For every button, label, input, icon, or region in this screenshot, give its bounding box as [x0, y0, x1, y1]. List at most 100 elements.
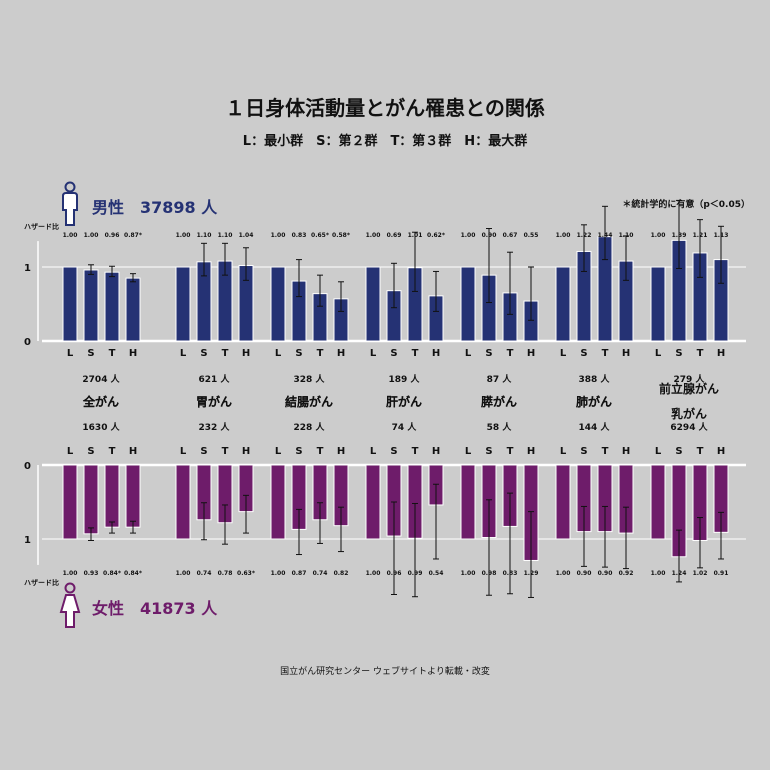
chart-subtitle: L：最小群 S：第２群 T：第３群 H：最大群 — [242, 134, 528, 149]
female-case-count: 74 人 — [392, 421, 418, 433]
female-bar — [125, 464, 141, 528]
female-value-label: 0.83 — [503, 570, 518, 577]
female-category-label: H — [622, 446, 630, 457]
female-value-label: 0.91 — [714, 570, 729, 577]
female-category-label: S — [390, 446, 397, 457]
female-value-label: 0.74 — [313, 570, 328, 577]
male-value-label: 1.01 — [408, 232, 423, 239]
male-value-label: 1.10 — [197, 232, 212, 239]
male-category-label: H — [527, 348, 535, 359]
male-bar — [104, 271, 120, 342]
male-cancer-name: 前立腺がん — [659, 381, 719, 396]
female-category-label: S — [675, 446, 682, 457]
male-category-label: H — [717, 348, 725, 359]
female-value-label: 0.63* — [237, 570, 256, 577]
female-bar — [460, 464, 476, 540]
male-category-label: L — [67, 348, 74, 359]
male-category-label: T — [507, 348, 514, 359]
male-y-axis-title: ハザード比 — [24, 223, 59, 231]
female-cancer-name: 全がん — [82, 394, 119, 409]
female-cancer-name: 肝がん — [386, 394, 422, 409]
female-category-label: H — [242, 446, 250, 457]
female-case-count: 6294 人 — [670, 421, 708, 433]
female-value-label: 1.02 — [693, 570, 708, 577]
female-y-axis-title: ハザード比 — [24, 579, 59, 587]
male-value-label: 1.13 — [714, 232, 729, 239]
female-cancer-name: 結腸がん — [285, 394, 333, 409]
male-value-label: 1.04 — [239, 232, 254, 239]
male-category-label: L — [655, 348, 662, 359]
female-category-label: S — [200, 446, 207, 457]
female-cancer-name: 膵がん — [481, 394, 517, 409]
female-category-label: H — [129, 446, 137, 457]
male-case-count: 189 人 — [389, 373, 421, 385]
female-case-count: 144 人 — [579, 421, 611, 433]
male-category-label: L — [465, 348, 472, 359]
female-category-label: S — [580, 446, 587, 457]
male-value-label: 0.65* — [311, 232, 330, 239]
male-value-label: 1.39 — [672, 232, 687, 239]
male-value-label: 1.10 — [619, 232, 634, 239]
female-label: 女性 41873 人 — [92, 599, 218, 618]
female-value-label: 1.00 — [366, 570, 381, 577]
female-category-label: L — [465, 446, 472, 457]
female-value-label: 0.93 — [84, 570, 99, 577]
female-category-label: H — [432, 446, 440, 457]
female-cancer-name: 乳がん — [671, 406, 707, 421]
male-value-label: 0.83 — [292, 232, 307, 239]
female-category-label: S — [485, 446, 492, 457]
male-case-count: 388 人 — [579, 373, 611, 385]
male-value-label: 0.58* — [332, 232, 351, 239]
male-category-label: T — [109, 348, 116, 359]
female-value-label: 0.98 — [482, 570, 497, 577]
female-category-label: L — [180, 446, 187, 457]
male-cancer-name: 肝がん — [386, 394, 422, 409]
female-value-label: 1.00 — [176, 570, 191, 577]
male-cancer-name: 胃がん — [196, 394, 232, 409]
female-category-label: T — [317, 446, 324, 457]
male-value-label: 1.00 — [461, 232, 476, 239]
female-bar — [270, 464, 286, 540]
female-cancer-name: 胃がん — [196, 394, 232, 409]
female-case-count: 232 人 — [199, 421, 231, 433]
male-category-label: T — [222, 348, 229, 359]
female-case-count: 1630 人 — [82, 421, 120, 433]
male-category-label: H — [337, 348, 345, 359]
male-category-label: T — [602, 348, 609, 359]
source-note: 国立がん研究センター ウェブサイトより転載・改変 — [280, 667, 490, 677]
female-bar — [650, 464, 666, 540]
male-category-label: S — [295, 348, 302, 359]
male-value-label: 0.69 — [387, 232, 402, 239]
male-person-icon — [62, 181, 78, 226]
male-category-label: S — [87, 348, 94, 359]
male-value-label: 1.21 — [693, 232, 708, 239]
female-case-count: 228 人 — [294, 421, 326, 433]
male-value-label: 1.00 — [556, 232, 571, 239]
female-value-label: 0.96 — [387, 570, 402, 577]
female-value-label: 0.90 — [577, 570, 592, 577]
male-y-tick-label: 1 — [24, 263, 31, 274]
male-value-label: 1.00 — [651, 232, 666, 239]
male-category-label: H — [242, 348, 250, 359]
female-value-label: 0.87 — [292, 570, 307, 577]
male-category-label: L — [370, 348, 377, 359]
male-category-label: S — [580, 348, 587, 359]
female-bar — [555, 464, 571, 540]
female-y-tick-label: 1 — [24, 535, 31, 546]
male-cancer-name: 結腸がん — [285, 394, 333, 409]
female-value-label: 0.84* — [124, 570, 143, 577]
male-case-count: 279 人 — [674, 373, 706, 385]
female-case-count: 58 人 — [487, 421, 513, 433]
male-bar — [460, 266, 476, 342]
male-value-label: 1.44 — [598, 232, 613, 239]
male-category-label: S — [485, 348, 492, 359]
female-value-label: 0.78 — [218, 570, 233, 577]
female-value-label: 0.74 — [197, 570, 212, 577]
male-category-label: H — [432, 348, 440, 359]
male-bar — [365, 266, 381, 342]
male-y-tick-label: 0 — [24, 337, 31, 348]
female-bar — [104, 464, 120, 528]
male-cancer-name: 全がん — [82, 394, 119, 409]
chart-title: １日身体活動量とがん罹患との関係 — [225, 96, 545, 120]
female-value-label: 1.24 — [672, 570, 687, 577]
